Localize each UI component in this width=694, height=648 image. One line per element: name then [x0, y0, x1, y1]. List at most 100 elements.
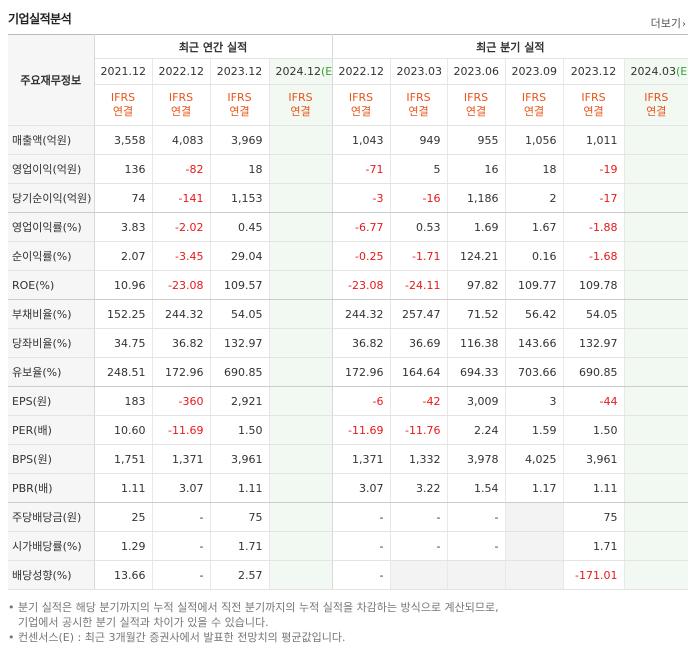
value-cell: 1.17 — [505, 473, 564, 503]
period-header-annual-1: 2022.12 — [152, 58, 211, 85]
value-cell: 2 — [505, 183, 564, 213]
row-label: 시가배당률(%) — [8, 531, 95, 561]
value-cell — [269, 415, 333, 445]
ifrs-text: IFRS — [463, 91, 489, 104]
value-cell: 4,025 — [505, 444, 564, 474]
ifrs-label-quarter-0: IFRS 연결 — [332, 84, 391, 126]
ifrs-text: IFRS — [521, 91, 547, 104]
value-cell: 29.04 — [210, 241, 270, 271]
value-cell: -141 — [152, 183, 211, 213]
table-row: 배당성향(%) 13.66-2.57- -171.01 — [8, 560, 689, 590]
value-cell: 132.97 — [563, 328, 625, 358]
value-cell — [624, 357, 689, 387]
value-cell — [624, 241, 689, 271]
value-cell: 1.50 — [210, 415, 270, 445]
value-cell: 1.54 — [447, 473, 506, 503]
value-cell: 54.05 — [563, 299, 625, 329]
ifrs-label-quarter-2: IFRS 연결 — [447, 84, 506, 126]
estimate-mark: (E) — [676, 65, 688, 78]
period-label: 2023.03 — [396, 65, 443, 78]
ifrs-label-quarter-1: IFRS 연결 — [390, 84, 448, 126]
value-cell: -1.68 — [563, 241, 625, 271]
value-cell — [269, 357, 333, 387]
value-cell — [624, 183, 689, 213]
value-cell: -11.76 — [390, 415, 448, 445]
ifrs-text: IFRS — [168, 91, 194, 104]
row-label: 배당성향(%) — [8, 560, 95, 590]
table-row: 부채비율(%) 152.25 244.32 54.05 244.32 257.47 71.5… — [8, 299, 689, 329]
value-cell: 36.82 — [152, 328, 211, 358]
value-cell: 1.67 — [505, 212, 564, 242]
ifrs-label-annual-3: IFRS 연결 — [269, 84, 333, 126]
value-cell — [624, 415, 689, 445]
value-cell: 1,153 — [210, 183, 270, 213]
ifrs-basis-text: 연결 — [350, 105, 372, 118]
value-cell: -3 — [332, 183, 391, 213]
value-cell: 1.59 — [505, 415, 564, 445]
ifrs-basis-text: 연결 — [408, 105, 429, 118]
value-cell: 690.85 — [210, 357, 270, 387]
value-cell — [624, 270, 689, 300]
value-cell — [269, 473, 333, 503]
value-cell: - — [152, 531, 211, 561]
table-row: PER(배) 10.60 -11.69 1.50 -11.69 -11.76 2.24 1.5… — [8, 415, 689, 445]
value-cell: 36.82 — [332, 328, 391, 358]
note-1-cont: 기업에서 공시한 분기 실적과 차이가 있을 수 있습니다. — [18, 616, 269, 629]
table-row: 당좌비율(%) 34.75 36.82 132.97 36.82 36.69 116.38 1… — [8, 328, 689, 358]
value-cell: 949 — [390, 125, 448, 155]
value-cell: 2.57 — [210, 560, 270, 590]
value-cell: - — [447, 502, 506, 532]
value-cell — [269, 502, 333, 532]
value-cell: -23.08 — [152, 270, 211, 300]
value-cell: 5 — [390, 154, 448, 184]
value-cell: 244.32 — [152, 299, 211, 329]
value-cell — [624, 125, 689, 155]
value-cell: - — [332, 531, 391, 561]
ifrs-basis-text: 연결 — [646, 105, 667, 118]
value-cell — [390, 560, 448, 590]
section-header: 기업실적분석 더보기› — [8, 0, 688, 34]
value-cell: - — [152, 502, 211, 532]
value-cell: 690.85 — [563, 357, 625, 387]
value-cell: 75 — [210, 502, 270, 532]
value-cell — [269, 270, 333, 300]
value-cell — [269, 154, 333, 184]
note-1: • 분기 실적은 해당 분기까지의 누적 실적에서 직전 분기까지의 누적 실적… — [8, 601, 499, 614]
corner-header: 주요재무정보 — [8, 34, 95, 126]
value-cell: -11.69 — [332, 415, 391, 445]
value-cell: 955 — [447, 125, 506, 155]
value-cell — [269, 444, 333, 474]
row-label: PBR(배) — [8, 473, 95, 503]
value-cell — [269, 328, 333, 358]
row-label: BPS(원) — [8, 444, 95, 474]
ifrs-label-quarter-5: IFRS 연결 — [624, 84, 689, 126]
ifrs-text: IFRS — [348, 91, 374, 104]
value-cell: -11.69 — [152, 415, 211, 445]
value-cell: 10.96 — [94, 270, 153, 300]
value-cell — [269, 241, 333, 271]
value-cell — [269, 386, 333, 416]
estimate-mark: (E) — [321, 65, 333, 78]
row-label: EPS(원) — [8, 386, 95, 416]
ifrs-label-quarter-4: IFRS 연결 — [563, 84, 625, 126]
ifrs-label-annual-2: IFRS 연결 — [210, 84, 270, 126]
value-cell: 1.69 — [447, 212, 506, 242]
financial-table: 주요재무정보 최근 연간 실적 최근 분기 실적 2021.12 2022.12 2… — [8, 34, 689, 590]
value-cell: 1,371 — [332, 444, 391, 474]
value-cell: -17 — [563, 183, 625, 213]
value-cell: 75 — [563, 502, 625, 532]
value-cell: 3.83 — [94, 212, 153, 242]
value-cell: 694.33 — [447, 357, 506, 387]
value-cell: 3,009 — [447, 386, 506, 416]
more-link[interactable]: 더보기› — [651, 15, 686, 31]
period-label: 2022.12 — [338, 65, 385, 78]
value-cell: 1,056 — [505, 125, 564, 155]
value-cell: 34.75 — [94, 328, 153, 358]
value-cell: -42 — [390, 386, 448, 416]
value-cell: - — [152, 560, 211, 590]
ifrs-text: IFRS — [406, 91, 431, 104]
value-cell: - — [332, 502, 391, 532]
value-cell: 172.96 — [152, 357, 211, 387]
row-label: PER(배) — [8, 415, 95, 445]
value-cell: - — [390, 502, 448, 532]
